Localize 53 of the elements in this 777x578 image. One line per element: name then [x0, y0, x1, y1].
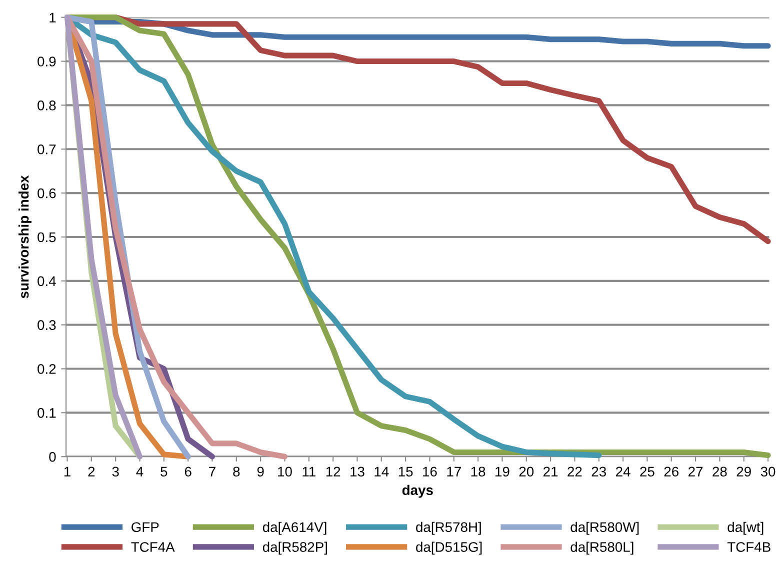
x-tick-label: 18 [471, 466, 486, 477]
x-tick-label: 24 [616, 466, 630, 476]
x-tick-label: 16 [423, 466, 437, 477]
x-tick-label: 21 [544, 466, 558, 476]
x-tick-label: 8 [233, 466, 240, 477]
legend-label: TCF4B [727, 542, 770, 552]
x-tick-label: 29 [736, 466, 751, 477]
y-tick-label: 0.9 [38, 56, 56, 66]
y-axis-title: survivorship index [18, 175, 32, 298]
x-axis-title: days [402, 484, 433, 498]
x-tick-label: 11 [302, 466, 316, 476]
x-tick-label: 14 [374, 466, 389, 476]
y-tick-label: 0.6 [38, 188, 56, 198]
y-tick-label: 0.3 [38, 320, 56, 330]
x-tick-label: 2 [88, 466, 95, 476]
x-tick-label: 22 [568, 466, 582, 476]
x-tick-label: 13 [350, 466, 364, 477]
legend-label: da[R582P] [262, 542, 327, 555]
x-tick-label: 12 [326, 466, 340, 476]
legend-label: da[R580W] [570, 522, 639, 535]
legend-label: GFP [132, 522, 159, 532]
legend-label: da[D515G] [416, 542, 482, 555]
x-tick-label: 5 [160, 466, 168, 477]
y-tick-label: 0.7 [38, 144, 56, 154]
x-tick-label: 10 [278, 466, 292, 477]
x-tick-label: 7 [209, 466, 216, 476]
x-tick-label: 1 [64, 466, 70, 476]
x-tick-label: 4 [136, 466, 144, 476]
y-tick-label: 0.4 [38, 276, 56, 286]
x-tick-label: 3 [112, 466, 119, 477]
y-tick-label: 0.8 [38, 100, 56, 110]
legend-label: da[R578H] [416, 522, 481, 535]
x-tick-label: 26 [664, 466, 678, 477]
x-tick-label: 30 [760, 466, 776, 477]
x-tick-label: 27 [688, 466, 703, 476]
x-tick-label: 6 [184, 466, 192, 477]
x-tick-label: 15 [398, 466, 413, 477]
y-tick-label: 0.2 [38, 364, 56, 374]
y-tick-label: 1 [50, 12, 56, 22]
x-tick-label: 9 [257, 466, 264, 477]
legend-label: da[wt] [728, 522, 764, 535]
x-tick-label: 28 [712, 466, 727, 477]
legend-label: da[A614V] [262, 522, 326, 535]
x-tick-label: 25 [640, 466, 654, 477]
x-tick-label: 17 [447, 466, 461, 476]
y-tick-label: 0 [49, 452, 56, 462]
legend-label: da[R580L] [570, 542, 634, 555]
x-tick-label: 23 [592, 466, 606, 477]
legend-label: TCF4A [131, 542, 175, 552]
x-tick-label: 20 [519, 466, 534, 477]
y-tick-label: 0.1 [38, 408, 56, 418]
x-tick-label: 19 [496, 466, 510, 477]
y-tick-label: 0.5 [38, 232, 56, 242]
